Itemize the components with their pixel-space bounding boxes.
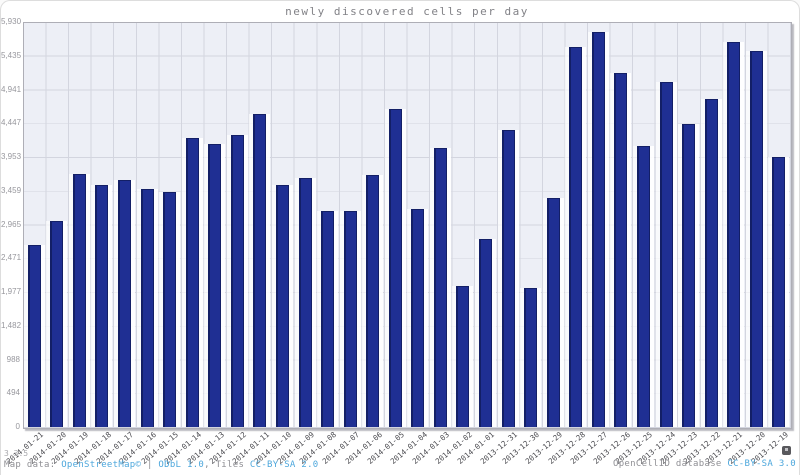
bar-slot: [632, 22, 655, 427]
bar-2014-01-10: [275, 184, 289, 427]
cc-by-sa-3-link[interactable]: CC-BY-SA 3.0: [727, 459, 796, 469]
bar-2014-01-21: [27, 245, 41, 427]
bar-2013-12-31: [501, 129, 515, 427]
bar-2014-01-03: [433, 148, 447, 427]
bar-slot: [745, 22, 768, 427]
bar-slot: [655, 22, 678, 427]
bar-2014-01-19: [72, 174, 86, 427]
bar-slot: [46, 22, 69, 427]
bar-2013-12-19: [772, 157, 786, 427]
bar-slot: [339, 22, 362, 427]
bar-slot: [68, 22, 91, 427]
bar-2014-01-06: [366, 175, 380, 427]
tiles-text: , Tiles: [204, 460, 250, 470]
bar-slot: [429, 22, 452, 427]
bar-2013-12-22: [704, 98, 718, 427]
bar-2014-01-08: [321, 210, 335, 427]
y-tick-label: 4,941: [1, 84, 22, 94]
y-tick-label: 5,930: [1, 17, 22, 26]
bar-slot: [542, 22, 565, 427]
bar-2013-12-26: [614, 72, 628, 427]
bar-2014-01-12: [230, 134, 244, 427]
y-tick-label: 3,459: [1, 185, 22, 195]
bar-slot: [249, 22, 272, 427]
bar-slot: [91, 22, 114, 427]
y-tick-label: 0: [15, 422, 20, 431]
bar-2013-12-29: [546, 198, 560, 427]
separator: |: [141, 460, 159, 470]
bar-slot: [407, 22, 430, 427]
cc-by-sa-2-link[interactable]: CC-BY-SA 2.0: [249, 460, 319, 470]
database-attribution: OpenCellID database CC-BY-SA 3.0: [613, 459, 796, 469]
version-label: 3.3.5: [4, 449, 29, 458]
bar-2014-01-04: [411, 209, 425, 427]
bar-2014-01-01: [479, 238, 493, 427]
map-data-prefix: Map data:: [4, 460, 62, 470]
bar-2013-12-28: [569, 47, 583, 427]
bar-slot: [474, 22, 497, 427]
bar-2014-01-15: [163, 192, 177, 427]
bar-slot: [722, 22, 745, 427]
bar-slot: [700, 22, 723, 427]
bar-slot: [452, 22, 475, 427]
bar-2014-01-16: [140, 189, 154, 427]
y-tick-label: 988: [6, 354, 20, 364]
bar-2014-01-14: [185, 138, 199, 427]
bar-2013-12-27: [591, 31, 605, 427]
bar-2013-12-20: [749, 50, 763, 427]
bar-2013-12-23: [682, 124, 696, 427]
odbl-link[interactable]: ODbL 1.0: [158, 460, 205, 470]
bar-slot: [677, 22, 700, 427]
bars: [23, 22, 790, 427]
y-tick-label: 3,953: [1, 152, 22, 162]
bar-2014-01-20: [50, 220, 64, 427]
bar-slot: [565, 22, 588, 427]
bar-slot: [519, 22, 542, 427]
y-tick-label: 2,965: [1, 219, 22, 229]
bar-slot: [610, 22, 633, 427]
bar-2014-01-07: [343, 211, 357, 427]
attribution-toggle-icon[interactable]: [782, 446, 791, 455]
bar-2013-12-24: [659, 82, 673, 427]
y-tick-label: 1,977: [1, 286, 22, 296]
y-tick-label: 1,482: [1, 320, 22, 330]
y-tick-label: 5,435: [1, 50, 22, 60]
bar-slot: [497, 22, 520, 427]
bar-2014-01-05: [388, 108, 402, 427]
bar-2014-01-02: [456, 286, 470, 427]
bar-slot: [23, 22, 46, 427]
y-tick-label: 494: [6, 388, 20, 398]
bar-slot: [587, 22, 610, 427]
bar-2013-12-21: [727, 41, 741, 427]
bar-slot: [113, 22, 136, 427]
bar-2013-12-25: [636, 146, 650, 427]
bar-slot: [136, 22, 159, 427]
bar-2013-12-30: [524, 287, 538, 427]
chart-title: newly discovered cells per day: [285, 5, 529, 18]
bar-slot: [181, 22, 204, 427]
y-tick-label: 4,447: [1, 118, 22, 128]
openstreetmap-link[interactable]: OpenStreetMap©: [61, 460, 142, 470]
bar-slot: [271, 22, 294, 427]
bar-slot: [204, 22, 227, 427]
bar-slot: [384, 22, 407, 427]
bar-2014-01-17: [118, 179, 132, 427]
bar-2014-01-11: [253, 114, 267, 427]
y-tick-label: 2,471: [1, 253, 22, 263]
map-attribution: Map data: OpenStreetMap© | ODbL 1.0, Til…: [4, 460, 319, 470]
bar-slot: [294, 22, 317, 427]
bar-slot: [316, 22, 339, 427]
bar-slot: [361, 22, 384, 427]
opencellid-database-text: OpenCellID database: [613, 459, 728, 469]
bar-slot: [768, 22, 791, 427]
bar-slot: [226, 22, 249, 427]
bar-slot: [158, 22, 181, 427]
bar-2014-01-13: [208, 143, 222, 427]
bar-2014-01-18: [95, 184, 109, 427]
bar-2014-01-09: [298, 177, 312, 427]
